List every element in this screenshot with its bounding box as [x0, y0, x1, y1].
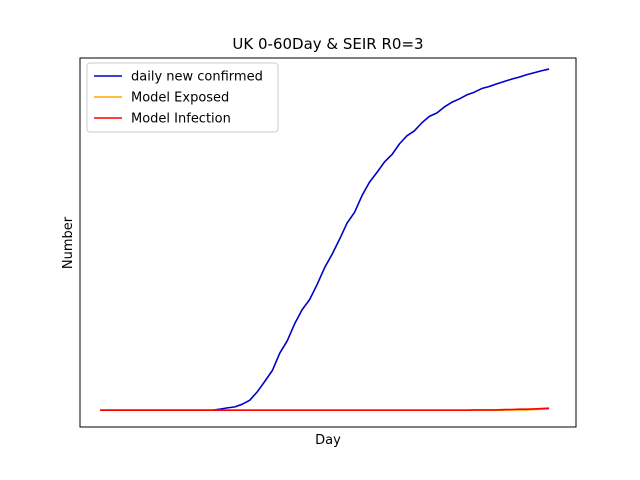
legend-label-daily-new-confirmed: daily new confirmed [131, 70, 263, 85]
legend: daily new confirmed Model Exposed Model … [86, 62, 279, 133]
legend-box [86, 62, 279, 133]
x-axis-label: Day [315, 433, 341, 448]
legend-label-model-exposed: Model Exposed [131, 91, 229, 106]
y-axis-label: Number [61, 216, 76, 269]
series-line-model-infection [100, 407, 550, 412]
plot-frame [79, 57, 577, 428]
legend-label-model-infection: Model Infection [131, 112, 231, 127]
series-layer [100, 68, 550, 412]
chart-title: UK 0-60Day & SEIR R0=3 [232, 35, 423, 53]
